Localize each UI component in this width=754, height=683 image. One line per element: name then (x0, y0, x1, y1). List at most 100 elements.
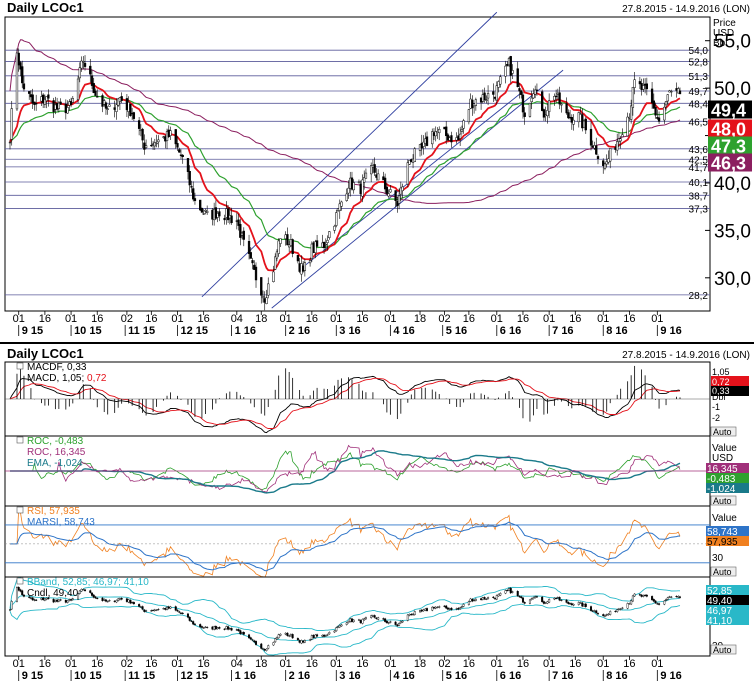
candle-body (206, 210, 209, 214)
candle-body (199, 199, 202, 211)
x-tick-day: 01 (13, 658, 25, 670)
level-label: 41,7 (689, 163, 709, 174)
y-tick-label: 40,0 (714, 174, 751, 195)
bband-candle-body (10, 601, 13, 610)
bband-candle-body (8, 609, 11, 611)
bband-candle-body (178, 611, 181, 613)
candle-body (619, 138, 622, 142)
macd-tick-dbl: Dbl (712, 392, 726, 402)
bband-candle-body (426, 608, 429, 611)
rsi-badge-1-text: 58,743 (707, 527, 738, 538)
bband-candle-body (267, 645, 270, 649)
bband-candle-body (279, 633, 282, 636)
bband-candle-body (590, 606, 593, 611)
candle-body (530, 97, 533, 103)
bband-candle-body (630, 600, 633, 605)
bband-auto-button[interactable] (710, 644, 737, 655)
bband-candle-body (617, 608, 620, 610)
bband-candle-body (616, 609, 619, 613)
candle-body (363, 177, 366, 183)
candle-body (605, 161, 608, 165)
candle-body (31, 94, 34, 104)
bband-candle-body (438, 606, 441, 608)
candle-body (565, 103, 568, 114)
bband-candle-body (570, 603, 573, 606)
bband-candle-body (68, 599, 71, 601)
bband-candle-body (249, 637, 252, 640)
candle-body (42, 94, 45, 103)
macd-auto-button[interactable] (710, 426, 737, 437)
candle-body (174, 129, 177, 145)
bband-candle-body (361, 619, 364, 624)
bband-candle-body (619, 608, 622, 610)
bband-candle-body (654, 600, 657, 604)
bband-candle-body (101, 597, 104, 601)
macd-badge-2-text: 0,72 (712, 377, 730, 387)
candle-body (267, 283, 270, 296)
candle-body (401, 186, 404, 192)
bband-candle-body (665, 599, 668, 601)
roc-auto-label: Auto (713, 496, 732, 506)
candle-body (577, 112, 580, 123)
candle-body (462, 120, 465, 129)
candle-body (223, 218, 226, 221)
candle-body (633, 79, 636, 88)
x-tick-month: 7 16 (552, 325, 573, 337)
candle-body (434, 131, 437, 137)
candle-body (499, 76, 502, 85)
candle-body (387, 193, 390, 197)
macd-badge-2 (711, 376, 749, 386)
x-tick-day: 16 (356, 658, 368, 670)
bband-candle-body (487, 597, 490, 599)
bband-candle-body (556, 597, 559, 599)
candle-body (603, 163, 607, 169)
candle-body (497, 81, 500, 88)
bband-candle-body (125, 598, 128, 602)
bband-candle-body (286, 632, 289, 636)
bband-candle-body (602, 614, 605, 616)
x-tick-month: 4 16 (393, 670, 414, 682)
x-tick-day: 04 (231, 313, 243, 325)
bband-candle-body (640, 594, 643, 597)
bband-candle-body (534, 596, 537, 598)
candle-body (570, 117, 573, 123)
x-tick-day: 16 (198, 658, 210, 670)
bband-candle-body (71, 598, 74, 600)
x-tick-day: 16 (623, 658, 635, 670)
x-tick-day: 01 (171, 658, 183, 670)
bband-candle-body (288, 635, 291, 637)
bband-candle-body (193, 623, 196, 625)
bband-candle-body (396, 624, 399, 627)
level-label: 40,1 (689, 178, 709, 189)
roc-auto-button[interactable] (710, 495, 737, 506)
bband-candle-body (497, 594, 500, 597)
candle-body (22, 83, 26, 90)
candle-body (438, 128, 441, 134)
candle-body (104, 102, 108, 109)
bband-badge-1-text: 52,85 (707, 586, 732, 597)
candle-body (377, 173, 380, 181)
bband-candle-body (218, 627, 221, 629)
bband-candle-body (181, 612, 184, 614)
rsi-auto-button[interactable] (710, 566, 737, 577)
x-tick-month: 1 16 (235, 670, 256, 682)
bband-candle-body (384, 618, 387, 622)
bband-candle-body (494, 598, 497, 600)
candle-body (8, 141, 12, 144)
bband-candle-body (213, 626, 216, 630)
candle-body (314, 241, 317, 254)
bband-candle-body (652, 599, 655, 602)
candle-body (666, 94, 669, 102)
bband-candle-body (153, 609, 156, 611)
bband-legend-swatch (16, 577, 24, 585)
bband-candle-body (394, 621, 397, 625)
bband-candle-body (541, 596, 544, 603)
candle-body (642, 85, 645, 90)
candle-body (596, 156, 600, 159)
macd-legend-macdf: MACDF, 0,33 (27, 362, 87, 373)
rsi-legend-swatch (16, 506, 24, 514)
bband-candle-body (52, 599, 55, 603)
candle-body (155, 142, 158, 145)
candle-body (103, 100, 106, 105)
bband-candle-body (350, 618, 353, 622)
